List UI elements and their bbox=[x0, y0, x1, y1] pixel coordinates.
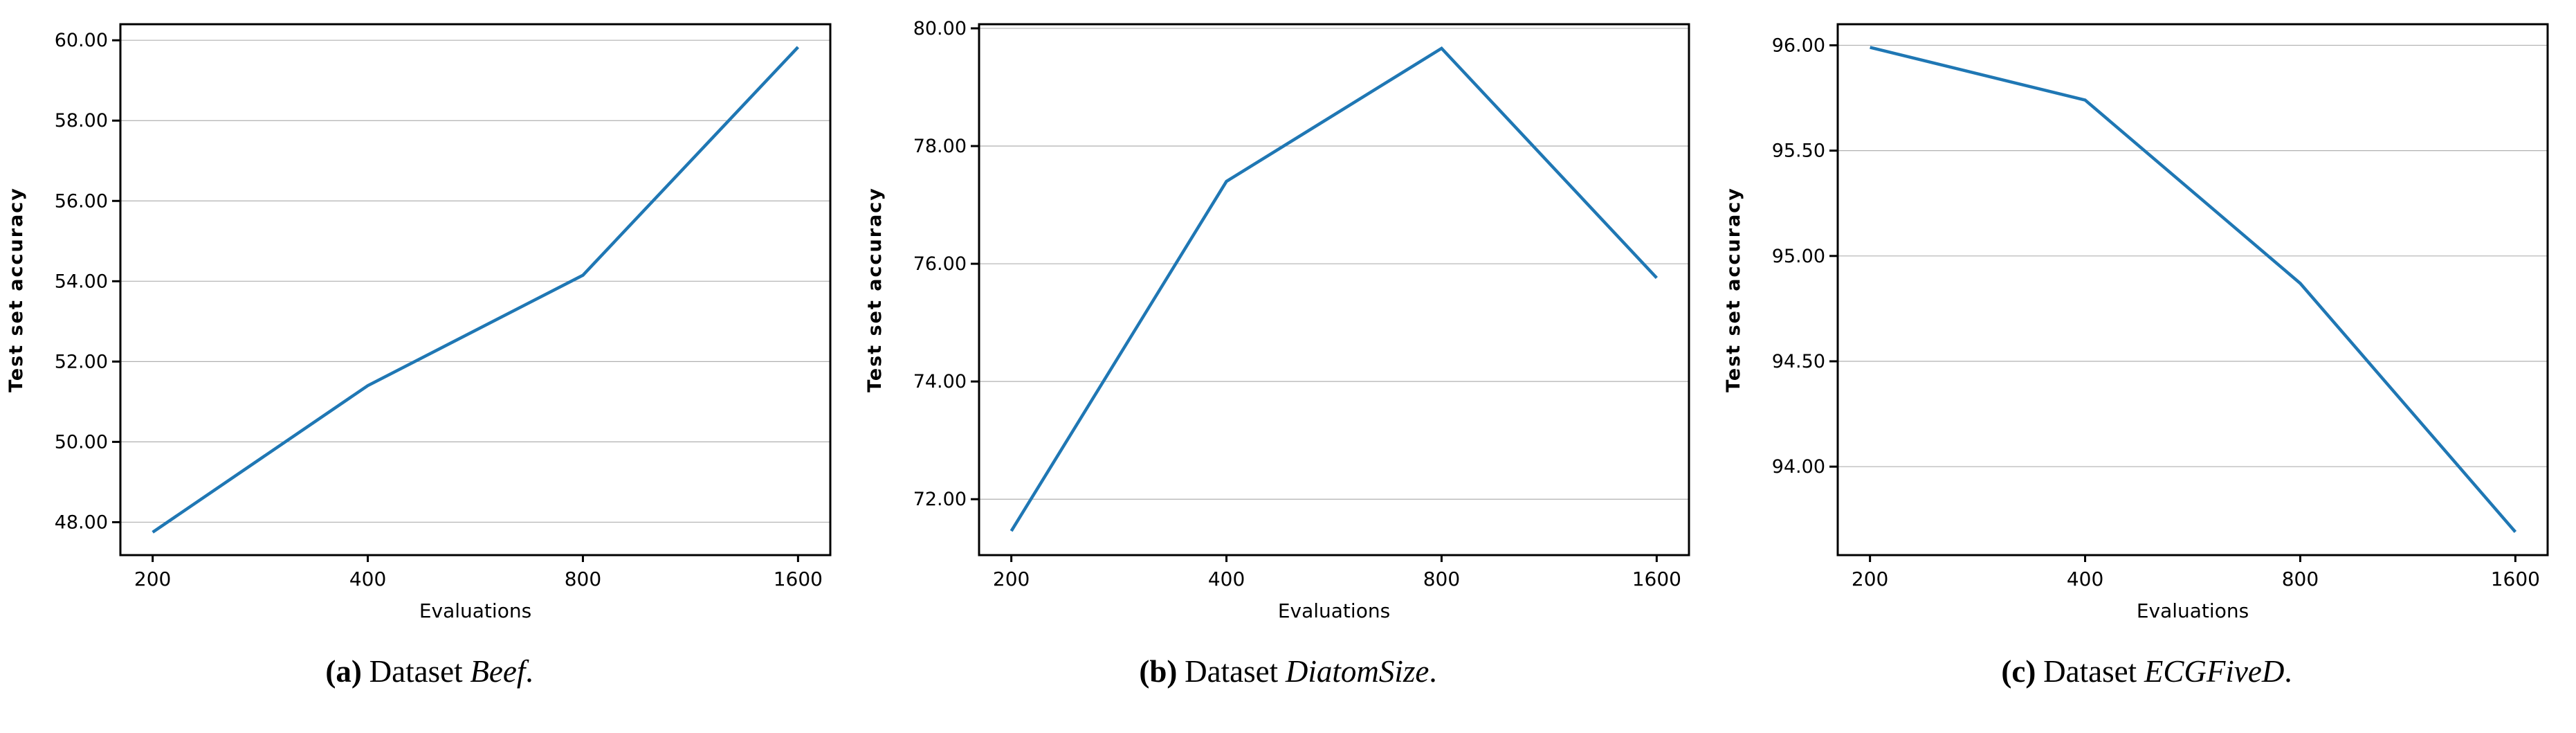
y-tick-label: 54.00 bbox=[55, 271, 108, 292]
subplot-b: 72.00 74.00 76.00 78.00 80.00 200 400 800 1600 Ev… bbox=[859, 0, 1717, 733]
y-tick-label: 95.50 bbox=[1772, 141, 1825, 162]
y-tick-label: 78.00 bbox=[913, 136, 967, 157]
x-tick-label: 200 bbox=[1852, 568, 1888, 590]
y-tick-label: 76.00 bbox=[913, 253, 967, 275]
axes-frame bbox=[978, 23, 1690, 556]
caption-a: (a) Dataset Beef. bbox=[0, 653, 859, 689]
y-tick-label: 72.00 bbox=[913, 489, 967, 510]
caption-period: . bbox=[525, 654, 533, 689]
y-axis-label: Test set accuracy bbox=[1723, 187, 1744, 392]
x-tick-label: 400 bbox=[2067, 568, 2103, 590]
data-line bbox=[152, 46, 800, 534]
y-tick-label: 60.00 bbox=[55, 30, 108, 51]
x-tick-label: 400 bbox=[1208, 568, 1245, 590]
y-tick-label: 52.00 bbox=[55, 351, 108, 372]
caption-period: . bbox=[1429, 654, 1437, 689]
data-line bbox=[1010, 46, 1659, 532]
caption-text: Dataset bbox=[1185, 654, 1279, 689]
line-chart-diatomsize: 72.00 74.00 76.00 78.00 80.00 200 400 800 1600 Ev… bbox=[864, 18, 1690, 622]
caption-text: Dataset bbox=[2043, 654, 2137, 689]
x-axis-label: Evaluations bbox=[1278, 599, 1390, 622]
caption-index: (c) bbox=[2001, 654, 2036, 689]
axes-frame bbox=[119, 23, 832, 556]
y-tick-label: 48.00 bbox=[55, 512, 108, 533]
x-axis-label: Evaluations bbox=[2137, 599, 2249, 622]
x-tick-label: 800 bbox=[1423, 568, 1460, 590]
subplot-c: 94.00 94.50 95.00 95.50 96.00 200 400 800 1600 Ev… bbox=[1717, 0, 2576, 733]
y-tick-label: 56.00 bbox=[55, 190, 108, 212]
caption-index: (a) bbox=[325, 654, 362, 689]
caption-index: (b) bbox=[1139, 654, 1178, 689]
data-line bbox=[1870, 46, 2517, 533]
y-tick-label: 94.00 bbox=[1772, 456, 1825, 478]
caption-c: (c) Dataset ECGFiveD. bbox=[1717, 653, 2576, 689]
caption-dataset-name: DiatomSize bbox=[1285, 654, 1429, 689]
caption-dataset-name: ECGFiveD bbox=[2144, 654, 2285, 689]
caption-text: Dataset bbox=[369, 654, 463, 689]
x-tick-label: 1600 bbox=[774, 568, 823, 590]
subplot-a: 48.00 50.00 52.00 54.00 56.00 58.00 60.00 200 40… bbox=[0, 0, 859, 733]
y-tick-label: 50.00 bbox=[55, 431, 108, 453]
y-axis-label: Test set accuracy bbox=[864, 187, 886, 392]
x-tick-label: 200 bbox=[993, 568, 1030, 590]
x-tick-label: 1600 bbox=[1632, 568, 1681, 590]
y-tick-label: 58.00 bbox=[55, 110, 108, 132]
x-axis-label: Evaluations bbox=[419, 599, 531, 622]
y-tick-label: 74.00 bbox=[913, 371, 967, 392]
x-tick-label: 1600 bbox=[2491, 568, 2540, 590]
y-tick-label: 95.00 bbox=[1772, 246, 1825, 267]
y-tick-label: 80.00 bbox=[913, 18, 967, 39]
line-chart-ecgfived: 94.00 94.50 95.00 95.50 96.00 200 400 800 1600 Ev… bbox=[1723, 23, 2549, 622]
caption-period: . bbox=[2284, 654, 2292, 689]
x-tick-label: 400 bbox=[349, 568, 386, 590]
line-chart-beef: 48.00 50.00 52.00 54.00 56.00 58.00 60.00 200 40… bbox=[6, 23, 832, 622]
axes-frame bbox=[1836, 23, 2549, 556]
x-tick-label: 800 bbox=[2282, 568, 2319, 590]
x-tick-label: 800 bbox=[565, 568, 601, 590]
y-tick-label: 94.50 bbox=[1772, 351, 1825, 372]
y-axis-label: Test set accuracy bbox=[6, 187, 27, 392]
caption-dataset-name: Beef bbox=[470, 654, 526, 689]
y-tick-label: 96.00 bbox=[1772, 35, 1825, 56]
x-tick-label: 200 bbox=[134, 568, 171, 590]
caption-b: (b) Dataset DiatomSize. bbox=[859, 653, 1717, 689]
